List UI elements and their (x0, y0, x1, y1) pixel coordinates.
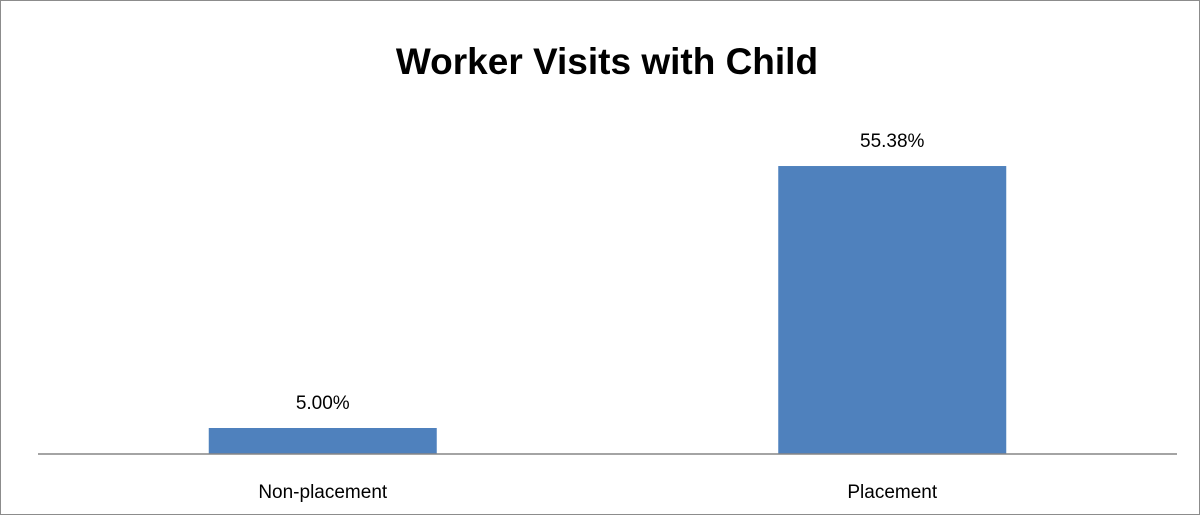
x-tick-label: Non-placement (258, 482, 388, 503)
labels-layer: 5.00% Non-placement 55.38% Placement (258, 131, 938, 503)
data-label: 5.00% (296, 393, 350, 414)
x-tick-label: Placement (847, 482, 937, 503)
data-label: 55.38% (860, 131, 925, 152)
bar-placement (778, 166, 1007, 455)
chart-title: Worker Visits with Child (396, 41, 818, 82)
bars-layer (208, 166, 1007, 455)
bar-non-placement (208, 428, 437, 454)
